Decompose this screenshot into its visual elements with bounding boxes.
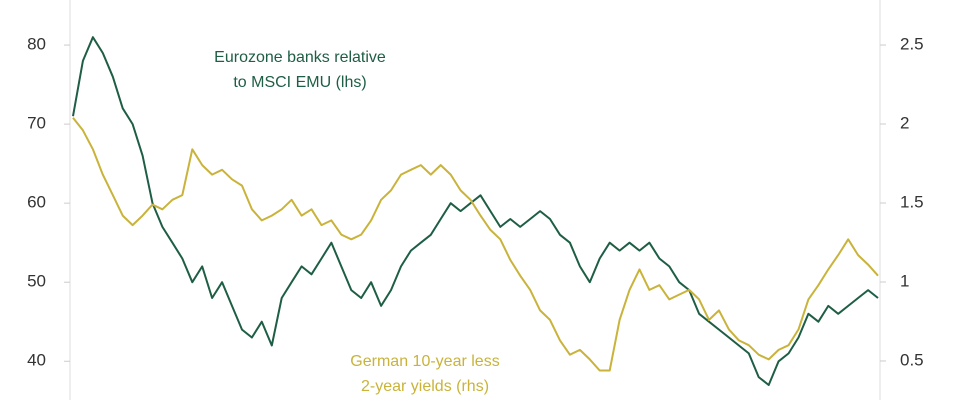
- y2-tick-label: 0.5: [900, 350, 924, 369]
- annotation: Eurozone banks relative: [214, 49, 386, 66]
- y2-tick-label: 2: [900, 113, 909, 132]
- annotation: 2-year yields (rhs): [361, 378, 489, 395]
- y-tick-label: 60: [27, 193, 46, 212]
- annotation: to MSCI EMU (lhs): [233, 74, 366, 91]
- y2-tick-label: 2.5: [900, 35, 924, 54]
- y-tick-label: 70: [27, 114, 46, 133]
- y-tick-label: 40: [27, 351, 46, 370]
- annotation: German 10-year less: [350, 353, 499, 370]
- y2-tick-label: 1: [900, 271, 909, 290]
- y2-tick-label: 1.5: [900, 192, 924, 211]
- y-tick-label: 50: [27, 272, 46, 291]
- series-line: [72, 117, 879, 372]
- series-line: [72, 36, 879, 386]
- y-tick-label: 80: [27, 35, 46, 54]
